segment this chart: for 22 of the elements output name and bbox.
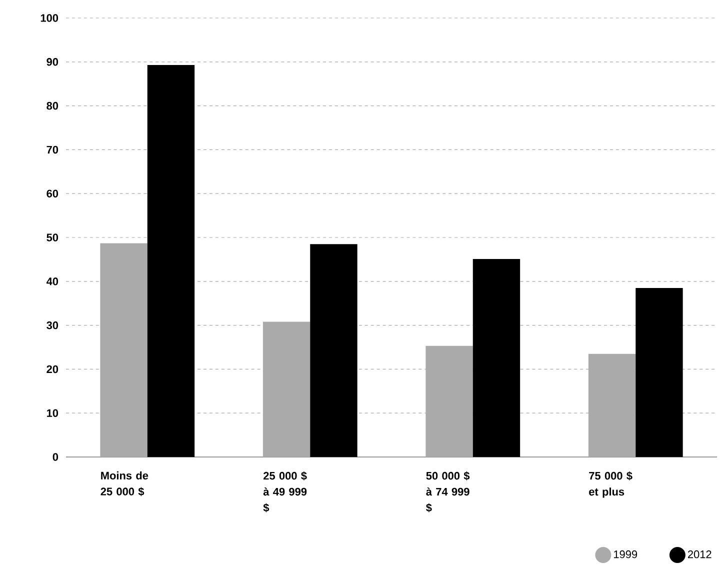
y-tick-label: 10 (46, 409, 58, 417)
bar (636, 288, 683, 457)
y-tick-label: 0 (52, 453, 58, 461)
x-tick-label: 50 000 $ à 74 999 $ (426, 471, 470, 512)
y-tick-label: 100 (40, 14, 58, 22)
y-tick-label: 30 (46, 321, 58, 330)
y-tick-label: 60 (46, 190, 58, 198)
bar (262, 322, 310, 457)
y-tick-label: 50 (46, 234, 58, 242)
y-tick-label: 20 (46, 365, 58, 374)
bar (472, 259, 520, 457)
y-tick-label: 90 (46, 58, 58, 66)
legend-label: 2012 (688, 550, 712, 558)
bar (310, 244, 358, 457)
y-tick-label: 40 (46, 278, 58, 286)
x-tick-label: 25 000 $ à 49 999 $ (263, 471, 307, 512)
y-tick-label: 70 (46, 146, 58, 154)
y-tick-label: 80 (46, 102, 58, 110)
x-tick-label: 75 000 $ et plus (589, 471, 632, 498)
legend-label: 1999 (614, 550, 638, 558)
x-tick-label: Moins de 25 000 $ (100, 471, 148, 496)
bar (147, 64, 195, 457)
